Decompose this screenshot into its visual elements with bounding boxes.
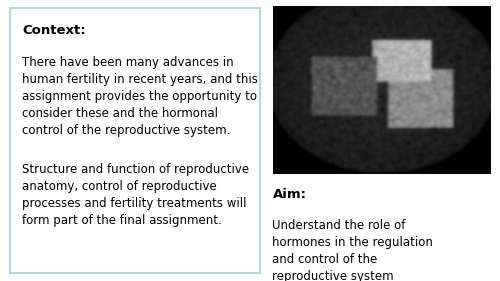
Text: Context:: Context:: [22, 24, 86, 37]
Text: Aim:: Aim:: [272, 188, 306, 201]
FancyBboxPatch shape: [10, 8, 260, 273]
Text: Understand the role of
hormones in the regulation
and control of the
reproductiv: Understand the role of hormones in the r…: [272, 219, 434, 281]
Text: Structure and function of reproductive
anatomy, control of reproductive
processe: Structure and function of reproductive a…: [22, 163, 250, 227]
Text: There have been many advances in
human fertility in recent years, and this
assig: There have been many advances in human f…: [22, 56, 258, 137]
